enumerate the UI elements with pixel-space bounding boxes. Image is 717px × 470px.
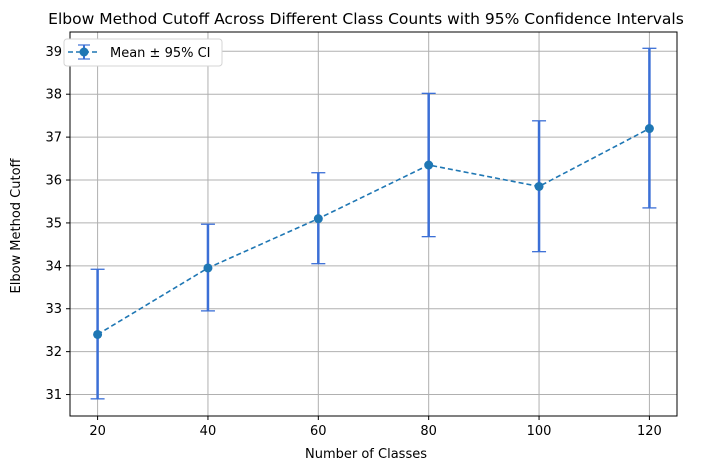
data-point [203, 263, 213, 273]
y-tick-label: 37 [45, 131, 62, 146]
x-tick-label: 100 [527, 424, 552, 439]
legend-box [63, 38, 223, 67]
data-point [313, 214, 323, 224]
x-tick-label: 40 [200, 424, 217, 439]
y-tick-label: 34 [45, 259, 62, 274]
x-tick-label: 60 [310, 424, 327, 439]
y-tick-label: 32 [45, 345, 62, 360]
x-tick-label: 80 [420, 424, 437, 439]
data-point [93, 329, 103, 339]
y-tick-label: 31 [45, 388, 62, 403]
x-axis-ticks: 20 40 60 80 100 120 [89, 416, 662, 439]
y-axis-label: Elbow Method Cutoff [9, 157, 24, 293]
legend: Mean ± 95% CI [63, 38, 223, 67]
error-bars [90, 47, 657, 400]
y-tick-label: 33 [45, 302, 62, 317]
chart-title: Elbow Method Cutoff Across Different Cla… [48, 10, 684, 28]
grid [70, 32, 677, 416]
y-axis-ticks: 31 32 33 34 35 36 37 38 39 [45, 45, 70, 403]
data-point [534, 181, 544, 191]
x-tick-label: 120 [637, 424, 662, 439]
series-line [97, 127, 650, 336]
y-tick-label: 39 [45, 45, 62, 60]
x-tick-label: 20 [89, 424, 106, 439]
y-tick-label: 38 [45, 88, 62, 103]
data-point [424, 160, 434, 170]
x-axis-label: Number of Classes [305, 447, 427, 462]
legend-marker [79, 47, 89, 57]
y-tick-label: 35 [45, 216, 62, 231]
data-points [93, 124, 654, 339]
plot-frame [69, 31, 678, 417]
data-point [644, 124, 654, 134]
legend-label: Mean ± 95% CI [110, 46, 211, 61]
y-tick-label: 36 [45, 174, 62, 189]
